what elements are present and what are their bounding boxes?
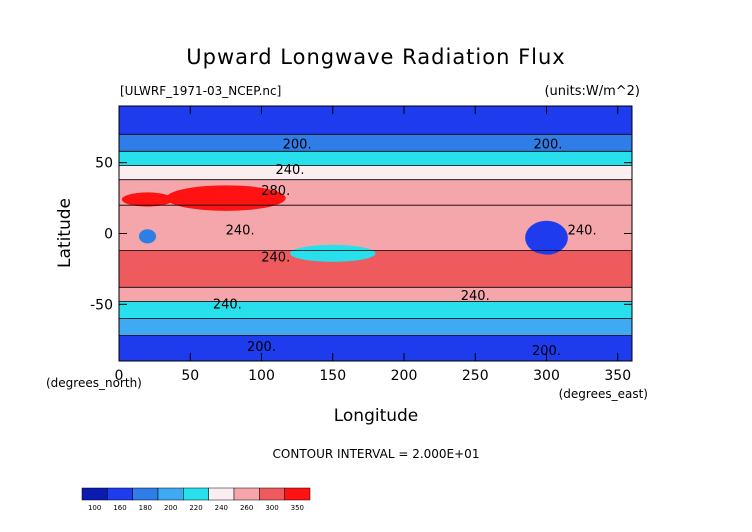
source-file-label: [ULWRF_1971-03_NCEP.nc] [120, 84, 281, 98]
colorbar-level-label: 260 [240, 504, 253, 512]
y-axis-ticks: -50 0 50 [90, 156, 632, 313]
x-tick-label: 150 [319, 368, 346, 384]
colorbar-swatch [107, 487, 133, 501]
contour-band [119, 250, 632, 288]
colorbar-level-label: 220 [189, 504, 202, 512]
colorbar-swatch [208, 487, 235, 501]
contour-band [119, 165, 632, 180]
contour-blob [432, 250, 561, 274]
colorbar-level-label: 240 [215, 504, 228, 512]
x-unit-label: (degrees_east) [559, 387, 648, 401]
contour-blob [166, 185, 286, 211]
contour-band [119, 301, 632, 319]
colorbar-swatch [183, 487, 209, 501]
contour-value-label: 280. [261, 184, 290, 199]
contour-band [119, 318, 632, 336]
contour-value-label: 240. [568, 224, 597, 239]
contour-blob [290, 244, 376, 262]
contour-value-label: 200. [533, 137, 562, 152]
x-axis-label: Longitude [334, 406, 419, 426]
contour-value-label: 200. [532, 344, 561, 359]
contour-band [119, 287, 632, 302]
x-tick-label: 100 [248, 368, 275, 384]
contour-band [119, 134, 632, 152]
contour-value-label: 240. [226, 224, 255, 239]
colorbar-swatch [284, 487, 311, 501]
y-unit-label: (degrees_north) [46, 376, 142, 390]
contour-value-label: 240. [261, 251, 290, 266]
colorbar-level-label: 300 [265, 504, 278, 512]
colorbar-swatch [157, 487, 184, 501]
contour-blob [138, 229, 157, 244]
x-tick-label: 0 [115, 368, 124, 384]
colorbar-level-label: 350 [291, 504, 304, 512]
colorbar-level-label: 100 [88, 504, 101, 512]
contour-value-label: 200. [283, 137, 312, 152]
contour-value-label: 240. [213, 297, 242, 312]
colorbar-swatch [81, 487, 108, 501]
contour-band [119, 151, 632, 166]
colorbar-level-label: 180 [139, 504, 152, 512]
x-tick-label: 350 [604, 368, 631, 384]
y-tick-label: -50 [90, 297, 113, 313]
y-tick-label: 0 [104, 227, 113, 243]
contour-blob [121, 192, 174, 207]
contour-labels: 200. 240. 280. 240. 240. 240. 240. 200. 200. 200.… [213, 137, 597, 359]
colorbar-swatch [132, 487, 159, 501]
x-tick-label: 200 [391, 368, 418, 384]
contour-band [119, 106, 632, 135]
colorbar-level-label: 200 [164, 504, 177, 512]
y-tick-label: 50 [95, 156, 113, 172]
chart-title: Upward Longwave Radiation Flux [186, 45, 565, 69]
contour-interval-text: CONTOUR INTERVAL = 2.000E+01 [273, 447, 480, 461]
y-axis-label: Latitude [55, 198, 75, 268]
x-tick-label: 250 [462, 368, 489, 384]
contour-blob [525, 220, 568, 255]
x-tick-label: 50 [181, 368, 199, 384]
colorbar: 100 160 180 200 220 240 260 300 350 [81, 487, 311, 512]
contour-value-label: 240. [276, 163, 305, 178]
x-axis-ticks: 0 50 100 150 200 250 300 350 [115, 106, 631, 384]
units-label: (units:W/m^2) [544, 84, 640, 99]
contour-value-label: 200. [247, 340, 276, 355]
x-tick-label: 300 [533, 368, 560, 384]
contour-field [119, 106, 632, 361]
colorbar-swatch [233, 487, 260, 501]
contour-value-label: 240. [461, 289, 490, 304]
colorbar-level-label: 160 [113, 504, 126, 512]
colorbar-swatch [259, 487, 285, 501]
